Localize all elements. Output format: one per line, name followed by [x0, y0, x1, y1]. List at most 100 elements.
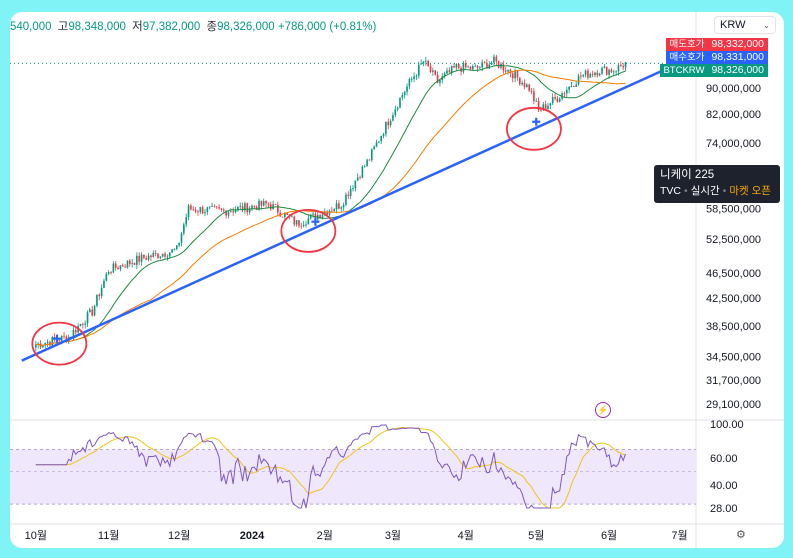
time-axis-tick: 2월 [317, 529, 333, 542]
candle-body [392, 115, 394, 121]
candle-body [84, 323, 87, 325]
bid-value: 98,331,000 [707, 51, 768, 64]
candle-body [291, 216, 293, 218]
candle-body [469, 66, 472, 70]
candle-body [474, 65, 476, 67]
candle-body [582, 74, 585, 77]
candle-body [577, 75, 580, 85]
highlight-circle [280, 208, 337, 253]
low-value: 97,382,000 [142, 21, 201, 33]
candle-body [183, 224, 185, 234]
currency-label: KRW [720, 19, 746, 31]
high-label: 고 [57, 21, 69, 33]
candle-body [422, 61, 425, 64]
candle-body [483, 62, 486, 64]
close-value: 98,326,000 [217, 21, 275, 33]
lightning-icon[interactable]: ⚡ [595, 402, 611, 418]
candle-body [82, 324, 84, 325]
candle-body [443, 73, 446, 77]
chart-frame: 90,000,000 82,000,000 74,000,000 58,500,000… [10, 12, 784, 548]
candle-body [495, 56, 498, 62]
candle-body [554, 97, 556, 99]
candle-body [565, 89, 568, 94]
candle-body [225, 210, 227, 216]
candle-body [274, 204, 277, 206]
candle-body [211, 205, 213, 207]
candle-body [575, 84, 578, 87]
candle-body [535, 101, 538, 102]
candle-body [100, 287, 103, 297]
price-axis-tick: 29,100,000 [706, 399, 761, 411]
candle-body [321, 214, 324, 219]
candle-body [215, 206, 218, 208]
candle-body [333, 209, 336, 211]
candle-body [307, 218, 310, 225]
candle-body [255, 206, 258, 210]
candle-body [128, 260, 131, 264]
trend-marker [52, 334, 61, 343]
price-axis-tick: 58,500,000 [706, 204, 761, 216]
candle-body [570, 86, 573, 87]
candle-body [86, 312, 89, 324]
candle-body [105, 273, 108, 281]
candle-body [573, 86, 575, 87]
candle-body [549, 103, 552, 106]
candle-body [464, 63, 467, 68]
candle-body [312, 213, 314, 215]
tooltip-title: 니케이 225 [660, 169, 715, 181]
candle-body [35, 344, 37, 348]
candle-body [373, 146, 375, 150]
trendline [21, 61, 681, 362]
candle-body [213, 205, 216, 207]
candle-body [305, 224, 307, 226]
time-axis-tick: 10월 [25, 529, 47, 542]
candle-body [230, 211, 232, 213]
candle-body [103, 280, 105, 288]
candle-body [530, 90, 533, 92]
candle-body [208, 206, 211, 208]
candle-body [382, 134, 385, 136]
gear-icon[interactable]: ⚙ [736, 529, 746, 541]
candle-body [91, 309, 94, 316]
candle-body [194, 209, 197, 212]
candle-body [448, 70, 451, 73]
candle-body [319, 214, 321, 219]
candle-body [420, 63, 422, 65]
highlight-circle [505, 106, 562, 151]
candle-body [479, 67, 481, 69]
candle-body [615, 71, 617, 73]
candle-body [131, 263, 133, 264]
price-chart[interactable]: 90,000,000 82,000,000 74,000,000 58,500,000… [10, 12, 784, 548]
candle-body [147, 255, 150, 260]
candle-body [568, 86, 570, 90]
last-price-tag: BTCKRW 98,326,000 [660, 64, 768, 77]
close-label: 종 [206, 21, 218, 33]
candle-body [175, 245, 178, 250]
ask-price-tag: 매도호가 98,332,000 [666, 38, 768, 51]
bid-price-tag: 매수호가 98,331,000 [666, 51, 768, 64]
candle-body [239, 206, 242, 208]
candle-body [584, 70, 587, 75]
candle-body [533, 91, 535, 102]
candle-body [133, 263, 136, 265]
candle-body [481, 62, 484, 68]
candle-body [244, 203, 246, 211]
candle-body [143, 254, 145, 259]
candle-body [526, 84, 528, 88]
price-axis-tick: 52,500,000 [706, 234, 761, 246]
candle-body [457, 63, 460, 68]
candle-body [117, 267, 119, 270]
candle-body [622, 66, 624, 68]
rsi-ma-line [35, 426, 626, 509]
trend-marker [532, 117, 541, 126]
candle-body [493, 56, 495, 63]
candle-body [359, 177, 361, 179]
candle-body [507, 69, 509, 72]
candle-body [551, 97, 554, 104]
currency-select[interactable]: KRW ⌄ [714, 16, 776, 34]
candle-body [326, 211, 328, 215]
candle-body [262, 201, 265, 206]
candle-body [446, 70, 448, 74]
candle-body [476, 65, 479, 68]
candle-body [178, 242, 180, 246]
